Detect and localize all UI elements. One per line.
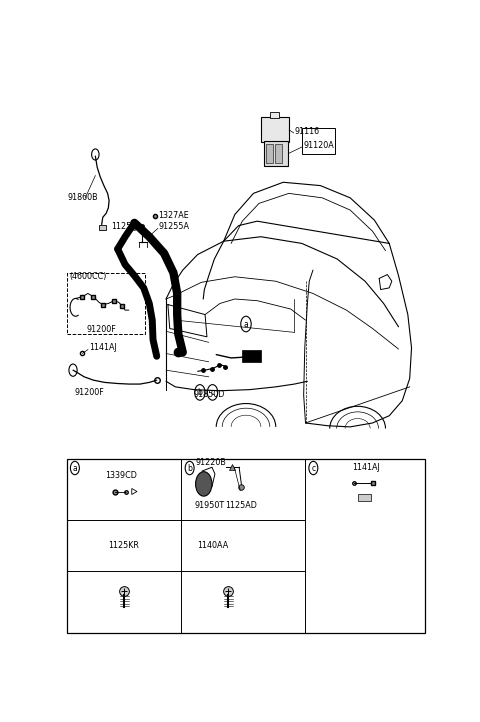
Text: 1141AJ: 1141AJ <box>352 463 380 471</box>
Bar <box>275 144 282 163</box>
Bar <box>242 349 261 362</box>
Text: 1125AD: 1125AD <box>225 500 257 510</box>
Bar <box>261 117 289 142</box>
Bar <box>264 141 288 165</box>
Text: 1125KR: 1125KR <box>108 541 140 550</box>
Text: 1339CD: 1339CD <box>106 471 137 480</box>
Bar <box>266 144 273 163</box>
Text: 91850D: 91850D <box>193 390 225 399</box>
Text: (4600CC): (4600CC) <box>69 272 107 282</box>
Text: 1141AJ: 1141AJ <box>89 344 117 352</box>
Bar <box>99 225 106 230</box>
Bar <box>302 128 335 155</box>
Text: 91116: 91116 <box>294 126 320 136</box>
Bar <box>270 112 279 118</box>
Text: 91120A: 91120A <box>304 141 335 149</box>
Text: 91255A: 91255A <box>158 222 190 231</box>
Text: a: a <box>244 320 248 329</box>
Text: 11254: 11254 <box>111 222 137 231</box>
Bar <box>67 273 145 334</box>
Text: b: b <box>197 388 202 397</box>
Text: 91200F: 91200F <box>74 388 104 397</box>
Text: 1140AA: 1140AA <box>197 541 228 550</box>
Text: 91950T: 91950T <box>194 500 225 510</box>
Text: a: a <box>72 464 77 472</box>
Text: c: c <box>210 388 215 397</box>
Text: 91200F: 91200F <box>86 325 116 334</box>
Text: 91220B: 91220B <box>195 458 227 467</box>
Bar <box>358 494 371 500</box>
Bar <box>67 459 425 632</box>
Text: 91860B: 91860B <box>67 193 98 202</box>
Text: b: b <box>187 464 192 472</box>
Text: c: c <box>312 464 315 472</box>
Circle shape <box>195 471 212 496</box>
Text: 1327AE: 1327AE <box>158 211 189 220</box>
